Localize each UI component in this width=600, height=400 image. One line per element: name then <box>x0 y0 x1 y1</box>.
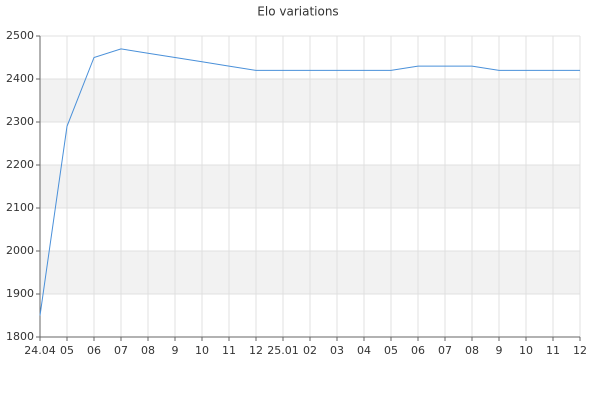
y-tick-label: 2500 <box>6 29 34 42</box>
x-tick-label: 9 <box>496 344 503 357</box>
x-tick-label: 05 <box>60 344 74 357</box>
x-tick-label: 07 <box>114 344 128 357</box>
x-tick-label: 9 <box>172 344 179 357</box>
x-tick-label: 03 <box>330 344 344 357</box>
x-tick-label: 05 <box>384 344 398 357</box>
line <box>39 48 580 316</box>
x-tick-label: 08 <box>465 344 479 357</box>
x-tick-label: 10 <box>519 344 533 357</box>
y-tick-label: 2400 <box>6 72 34 85</box>
x-tick-label: 06 <box>411 344 425 357</box>
x-tick-label: 11 <box>546 344 560 357</box>
y-tick-label: 2300 <box>6 115 34 128</box>
x-tick-label: 12 <box>573 344 587 357</box>
x-tick-label: 11 <box>222 344 236 357</box>
x-tick-label: 07 <box>438 344 452 357</box>
x-tick-label: 02 <box>303 344 317 357</box>
y-tick-label: 2000 <box>6 244 34 257</box>
y-tick-label: 1900 <box>6 287 34 300</box>
y-tick-label: 1800 <box>6 330 34 343</box>
x-tick-label: 04 <box>357 344 371 357</box>
y-tick-label: 2200 <box>6 158 34 171</box>
x-tick-label: 25.01 <box>267 344 299 357</box>
x-tick-label: 10 <box>195 344 209 357</box>
x-tick-label: 06 <box>87 344 101 357</box>
x-tick-label: 24.04 <box>24 344 56 357</box>
chart-title: Elo variations <box>257 5 338 19</box>
y-tick-label: 2100 <box>6 201 34 214</box>
x-tick-label: 08 <box>141 344 155 357</box>
x-tick-label: 12 <box>249 344 263 357</box>
